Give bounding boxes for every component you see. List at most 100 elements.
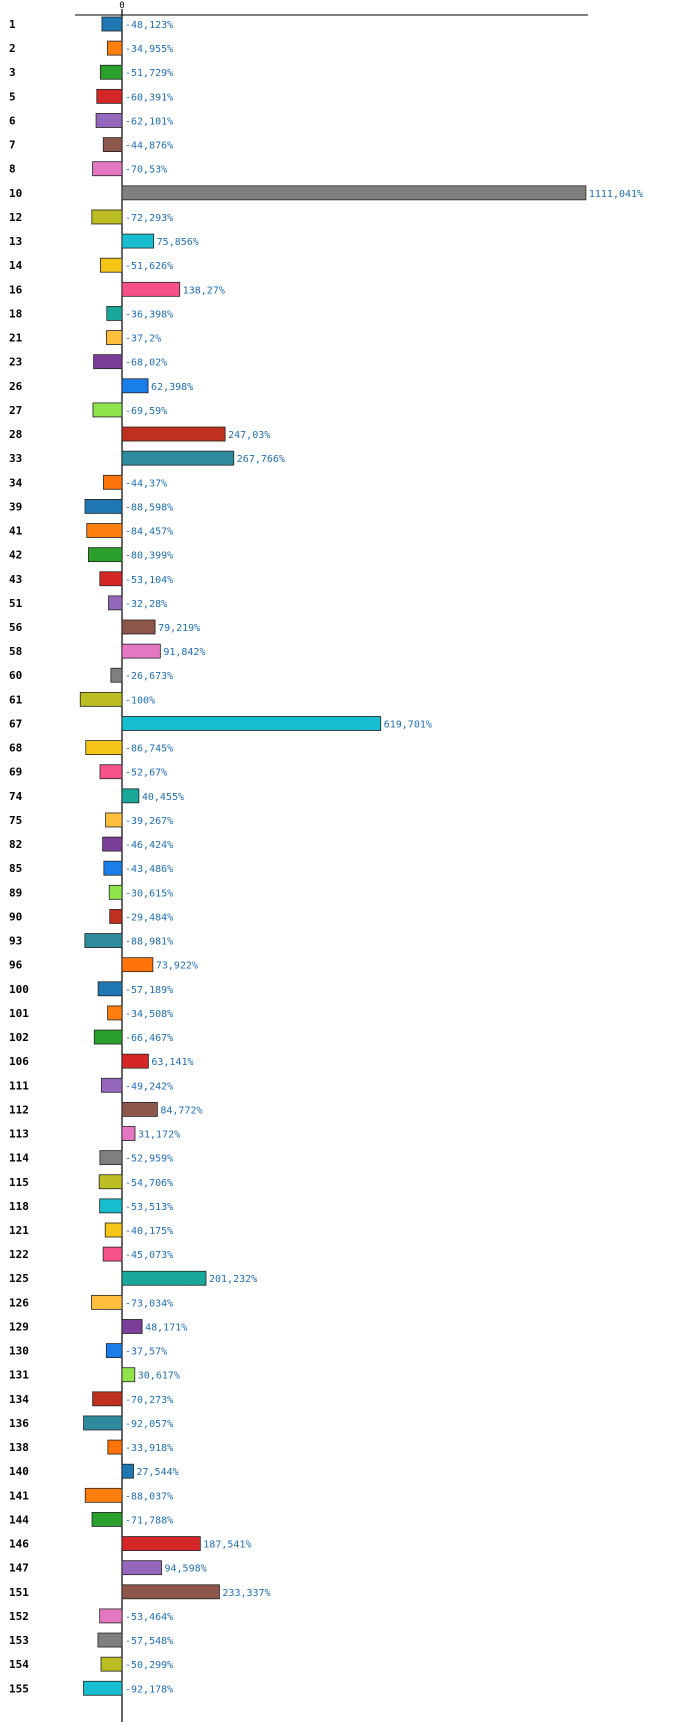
bar: [100, 1656, 123, 1672]
bar-row: 102 -66,467%: [9, 1029, 173, 1045]
bar: [109, 909, 123, 924]
bar: [121, 233, 155, 249]
category-label: 13: [9, 235, 22, 248]
bar: [92, 402, 123, 418]
bar: [102, 836, 123, 852]
category-label: 147: [9, 1562, 29, 1575]
value-label: 75,856%: [157, 237, 199, 248]
bar: [98, 1174, 123, 1190]
value-label: -53,513%: [125, 1202, 173, 1213]
bar: [121, 450, 235, 466]
bar-row: 115 -54,706%: [9, 1174, 173, 1190]
category-label: 69: [9, 766, 22, 779]
category-label: 93: [9, 935, 22, 948]
bar-row: 13 75,856%: [9, 233, 199, 249]
category-label: 1: [9, 18, 16, 31]
bar-row: 8 -70,53%: [9, 161, 167, 177]
bar-row: 39 -88,598%: [9, 498, 173, 514]
value-label: 619,701%: [384, 719, 432, 730]
value-label: -36,398%: [125, 309, 173, 320]
bar-row: 122 -45,073%: [9, 1246, 173, 1262]
value-label: -39,267%: [125, 816, 173, 827]
bar: [107, 40, 123, 56]
value-label: 91,842%: [163, 647, 205, 658]
category-label: 75: [9, 814, 22, 827]
bar: [121, 716, 382, 731]
bar: [99, 1608, 123, 1624]
bar: [110, 667, 123, 683]
category-label: 112: [9, 1103, 29, 1116]
bar: [108, 595, 123, 611]
value-label: -48,123%: [125, 20, 173, 31]
category-label: 3: [9, 66, 16, 79]
category-label: 89: [9, 886, 22, 899]
category-label: 27: [9, 404, 22, 417]
category-label: 56: [9, 621, 23, 634]
bar-row: 60 -26,673%: [9, 667, 173, 683]
value-label: -57,548%: [125, 1636, 173, 1647]
bar-row: 3 -51,729%: [9, 64, 173, 80]
bar: [99, 571, 123, 587]
value-label: -92,178%: [125, 1684, 173, 1695]
bar: [121, 1319, 143, 1334]
value-label: 187,541%: [203, 1540, 251, 1551]
value-label: 31,172%: [138, 1130, 180, 1141]
value-label: 1111,041%: [589, 189, 643, 200]
category-label: 118: [9, 1200, 29, 1213]
bar: [88, 547, 123, 563]
bar: [99, 1198, 123, 1214]
value-label: 62,398%: [151, 382, 193, 393]
bar: [121, 1560, 162, 1576]
bar: [101, 16, 123, 32]
category-label: 114: [9, 1152, 29, 1165]
bar: [121, 1584, 220, 1600]
category-label: 85: [9, 862, 22, 875]
bar-row: 75 -39,267%: [9, 812, 173, 828]
bar-row: 61 -100%: [9, 691, 155, 707]
category-label: 90: [9, 910, 22, 923]
category-label: 5: [9, 90, 16, 103]
zero-tick-label: 0: [119, 1, 124, 11]
category-label: 82: [9, 838, 22, 851]
value-label: -37,2%: [125, 334, 161, 345]
value-label: -70,53%: [125, 165, 167, 176]
value-label: -60,391%: [125, 92, 173, 103]
bar-row: 130 -37,57%: [9, 1343, 167, 1358]
category-label: 125: [9, 1272, 29, 1285]
bar-row: 16 138,27%: [9, 281, 225, 297]
bar-row: 90 -29,484%: [9, 909, 173, 924]
value-label: 40,455%: [142, 792, 184, 803]
bar-row: 118 -53,513%: [9, 1198, 173, 1214]
bar: [121, 619, 156, 635]
value-label: -44,876%: [125, 141, 173, 152]
value-label: -73,034%: [125, 1298, 173, 1309]
category-label: 67: [9, 717, 22, 730]
value-label: -62,101%: [125, 116, 173, 127]
bar-row: 100 -57,189%: [9, 981, 173, 997]
value-label: -29,484%: [125, 912, 173, 923]
bar: [95, 113, 123, 128]
bar-row: 85 -43,486%: [9, 860, 173, 876]
bar: [121, 788, 140, 804]
bar: [92, 1391, 123, 1407]
bar-row: 58 91,842%: [9, 643, 205, 659]
category-label: 12: [9, 211, 22, 224]
category-label: 39: [9, 500, 22, 513]
value-label: -92,057%: [125, 1419, 173, 1430]
bar-row: 33 267,766%: [9, 450, 285, 466]
bar: [93, 1029, 123, 1045]
category-label: 121: [9, 1224, 29, 1237]
bar: [99, 1150, 123, 1166]
bar: [107, 1005, 123, 1021]
bar-row: 26 62,398%: [9, 378, 193, 394]
value-label: 94,598%: [164, 1564, 206, 1575]
value-label: -69,59%: [125, 406, 167, 417]
bar: [91, 209, 123, 225]
value-label: -44,37%: [125, 478, 167, 489]
bar-row: 153 -57,548%: [9, 1632, 173, 1648]
bar-row: 7 -44,876%: [9, 137, 173, 153]
bar: [85, 740, 123, 755]
category-label: 2: [9, 42, 16, 55]
bar-row: 154 -50,299%: [9, 1656, 173, 1672]
value-label: -52,959%: [125, 1154, 173, 1165]
